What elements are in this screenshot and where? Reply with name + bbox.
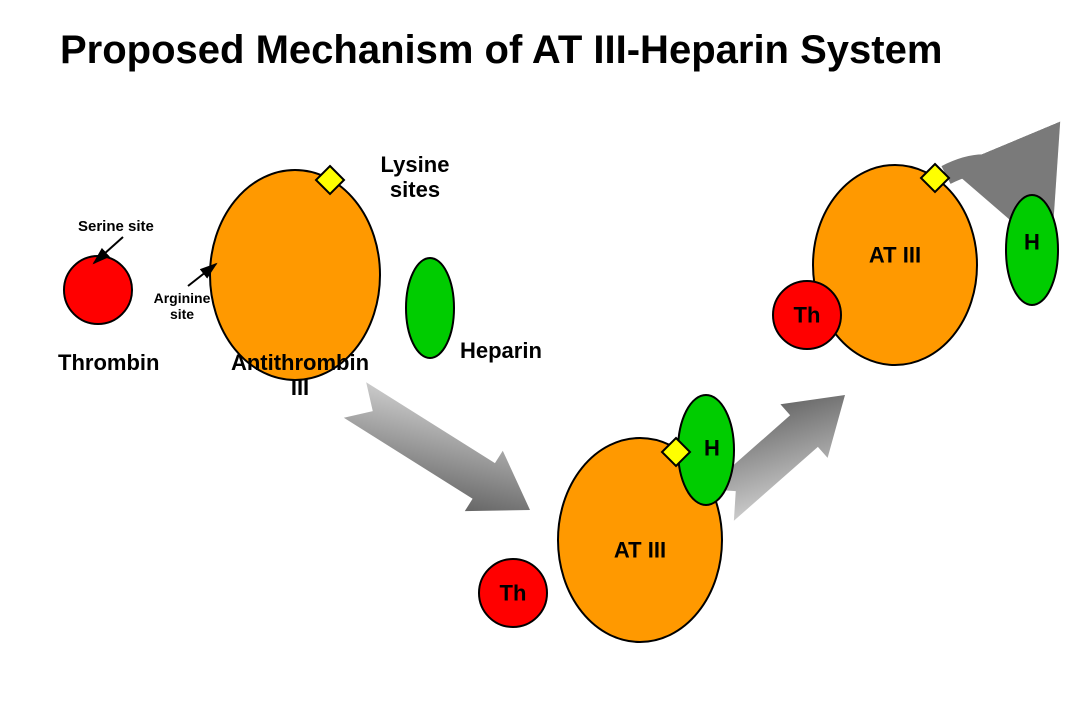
stage3-heparin-label: H [1024, 230, 1040, 255]
stage2-thrombin [479, 559, 547, 627]
stage2-lysine-diamond [662, 438, 690, 466]
stage3-lysine-diamond [921, 164, 949, 192]
stage2-thrombin-label: Th [500, 581, 527, 606]
stage3-heparin [1006, 195, 1058, 305]
heparin-release-arrow [946, 164, 1028, 200]
stage3-thrombin-label: Th [794, 303, 821, 328]
label-serine-site: Serine site [78, 218, 154, 235]
label-lysine-sites: Lysine sites [355, 152, 475, 203]
stage1-heparin [406, 258, 454, 358]
stage2-at3-label: AT III [614, 538, 666, 563]
stage3-at3-label: AT III [869, 243, 921, 268]
arrow-stage2-to-stage3 [696, 368, 868, 532]
label-heparin: Heparin [460, 338, 542, 363]
pointer-arrow [94, 237, 123, 263]
stage2-heparin [678, 395, 734, 505]
label-arginine-site: Arginine site [142, 290, 222, 322]
stage3-thrombin [773, 281, 841, 349]
stage1-thrombin [64, 256, 132, 324]
label-thrombin: Thrombin [58, 350, 159, 375]
stage1-lysine-diamond [316, 166, 344, 194]
pointer-arrow [188, 264, 216, 286]
stage3-at3 [813, 165, 977, 365]
stage2-heparin-label: H [704, 436, 720, 461]
label-antithrombin: Antithrombin III [210, 350, 390, 401]
stage2-at3 [558, 438, 722, 642]
diagram-title: Proposed Mechanism of AT III-Heparin Sys… [60, 28, 1020, 73]
